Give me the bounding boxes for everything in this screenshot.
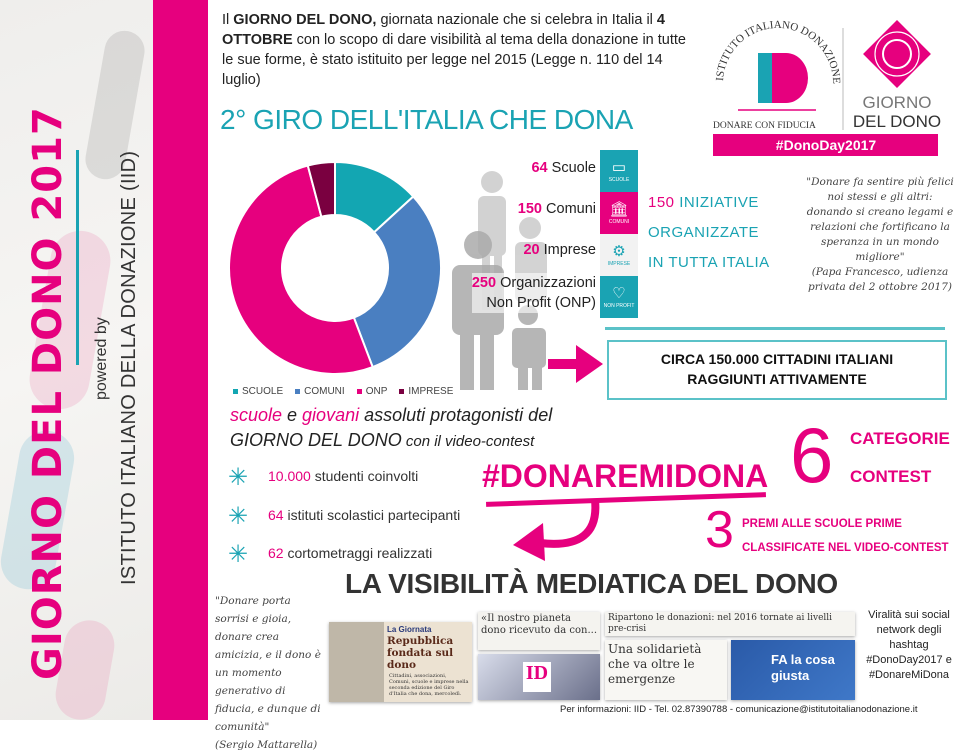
donut-slice-imprese [306, 160, 336, 218]
press-clipping: Una solidarietà che va oltre le emergenz… [605, 640, 727, 700]
tv-screenshot: FA la cosa giusta [731, 640, 855, 700]
bullet-item: ✳ 64 istituti scolastici partecipanti [228, 503, 461, 530]
contest-hashtag: #DONAREMIDONA [482, 458, 769, 494]
bullet-item: ✳ 10.000 studenti coinvolti [228, 464, 419, 491]
media-headline: LA VISIBILITÀ MEDIATICA DEL DONO [345, 568, 838, 599]
footer-contact: Per informazioni: IID - Tel. 02.87390788… [560, 704, 918, 715]
initiatives-callout: 150 INIZIATIVE ORGANIZZATE IN TUTTA ITALIA [648, 194, 770, 271]
quote-text: "Donare fa sentire più felici noi stessi… [806, 176, 954, 263]
legend-item: ONP [356, 386, 387, 397]
gears-icon: ⚙ IMPRESE [600, 234, 638, 276]
chart-legend: SCUOLE COMUNI ONP IMPRESE [233, 386, 453, 397]
svg-text:DONARE CON FIDUCIA: DONARE CON FIDUCIA [713, 121, 816, 131]
stat-onp: 250 Organizzazioni Non Profit (ONP) [471, 273, 596, 313]
section-headline: 2° GIRO DELL'ITALIA CHE DONA [220, 104, 633, 135]
press-clipping: Ripartono le donazioni: nel 2016 tornate… [605, 612, 855, 636]
institute-name: ISTITUTO ITALIANO DELLA DONAZIONE (IID) [118, 150, 140, 585]
intro-text: Il [222, 12, 234, 28]
intro-bold: GIORNO DEL DONO, [233, 12, 377, 28]
reach-box: CIRCA 150.000 CITTADINI ITALIANI RAGGIUN… [607, 340, 947, 400]
curved-arrow-icon [513, 499, 600, 561]
donut-slice-comuni [352, 195, 442, 369]
contest-intro: scuole e giovani assoluti protagonisti d… [230, 405, 553, 450]
town-hall-icon: 🏛 COMUNI [600, 192, 638, 234]
powered-by-label: powered by [93, 317, 110, 400]
svg-text:DEL DONO: DEL DONO [853, 112, 941, 131]
asterisk-icon: ✳ [228, 541, 249, 568]
tv-caption: FA la cosa giusta [771, 652, 835, 683]
press-clipping: La Giornata Repubblica fondata sul dono … [329, 622, 472, 702]
intro-bold: 4 OTTOBRE [222, 12, 665, 48]
clipping-title: Una solidarietà che va oltre le emergenz… [608, 642, 702, 686]
clipping-title: Repubblica fondata sul dono [387, 635, 454, 671]
viral-note: Viralità sui social network degli hashta… [866, 609, 952, 681]
quote-source: (Papa Francesco, udienza privata del 2 o… [808, 266, 952, 293]
arrow-right-icon [548, 345, 603, 383]
reach-line: CIRCA 150.000 CITTADINI ITALIANI [660, 351, 894, 367]
mattarella-quote: "Donare porta sorrisi e gioia, donare cr… [215, 592, 325, 754]
pope-quote: "Donare fa sentire più felici noi stessi… [805, 175, 955, 295]
clipping-title: Ripartono le donazioni: nel 2016 tornate… [608, 613, 833, 634]
logo-graphic: ISTITUTO ITALIANO DONAZIONE DONARE CON F… [713, 19, 941, 156]
intro-text: con lo scopo di dare visibilità al tema … [222, 32, 686, 88]
bullet-item: ✳ 62 cortometraggi realizzati [228, 541, 433, 568]
prizes-label: PREMI ALLE SCUOLE PRIME CLASSIFICATE NEL … [742, 518, 949, 554]
legend-item: COMUNI [295, 386, 345, 397]
prizes-number: 3 [705, 501, 734, 559]
clipping-photo [329, 622, 384, 702]
intro-paragraph: Il GIORNO DEL DONO, giornata nazionale c… [222, 10, 692, 90]
clipping-kicker: La Giornata [387, 625, 432, 634]
sidebar-divider [76, 150, 79, 365]
stat-imprese: 20 Imprese [523, 242, 596, 258]
quote-text: "Donare porta sorrisi e gioia, donare cr… [215, 595, 321, 733]
categories-label: CATEGORIE CONTEST [850, 429, 950, 486]
asterisk-icon: ✳ [228, 503, 249, 530]
tv-logo: ID [523, 662, 551, 692]
asterisk-icon: ✳ [228, 464, 249, 491]
categories-number: 6 [790, 411, 834, 499]
intro-text: giornata nazionale che si celebra in Ita… [376, 12, 657, 28]
stat-scuole: 64 Scuole [531, 160, 596, 176]
divider [605, 327, 945, 330]
svg-text:#DonoDay2017: #DonoDay2017 [776, 137, 877, 153]
pink-stripe [153, 0, 208, 720]
clipping-body: Cittadini, associazioni, Comuni, scuole … [389, 673, 469, 697]
clipping-title: «Il nostro pianeta dono ricevuto da con.… [481, 613, 598, 636]
tv-screenshot: ID [478, 654, 600, 700]
donut-slice-onp [228, 164, 374, 375]
logo: ISTITUTO ITALIANO DONAZIONE DONARE CON F… [708, 8, 948, 158]
heart-icon: ♡ NON PROFIT [600, 276, 638, 318]
legend-item: IMPRESE [399, 386, 453, 397]
stat-comuni: 150 Comuni [517, 201, 596, 217]
reach-line: RAGGIUNTI ATTIVAMENTE [687, 371, 867, 387]
svg-text:GIORNO: GIORNO [863, 93, 932, 112]
quote-source: (Sergio Mattarella) [215, 739, 318, 751]
book-icon: ▭ SCUOLE [600, 150, 638, 192]
press-clipping: «Il nostro pianeta dono ricevuto da con.… [478, 612, 600, 650]
donut-chart [228, 160, 442, 375]
legend-item: SCUOLE [233, 386, 283, 397]
